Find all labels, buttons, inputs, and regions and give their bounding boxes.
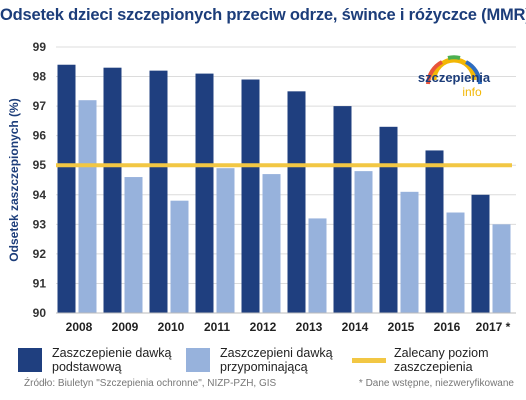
x-tick-label: 2009 [112,320,139,334]
logo-text-sub: info [462,85,482,99]
x-tick-label: 2014 [342,320,369,334]
x-tick-label: 2016 [434,320,461,334]
y-tick-label: 93 [33,217,47,231]
chart-title: Odsetek dzieci szczepionych przeciw odrz… [0,6,526,24]
bar-primary-2011 [195,73,214,313]
legend-item-recommended-level: Zalecany poziom zaszczepienia [352,346,489,374]
y-tick-label: 94 [33,188,47,202]
szczepienia-info-logo: szczepienia info [412,54,496,106]
legend-label-booster: Zaszczepieni dawką przypominającą [220,346,333,374]
y-tick-label: 90 [33,306,47,320]
y-tick-label: 96 [33,129,47,143]
legend-swatch-recommended [352,357,386,363]
bar-primary-2008 [57,64,76,313]
bar-primary-2014 [333,106,352,313]
bar-primary-2010 [149,70,168,314]
bar-chart: 90 91 92 93 94 95 96 97 98 99 2008 2009 2010 2011 2012… [7,40,516,334]
legend-item-primary-dose: Zaszczepienie dawką podstawową [18,346,172,374]
y-axis-label: Odsetek zaszczepionych (%) [7,98,21,261]
y-tick-label: 99 [33,40,47,54]
bar-booster-2009 [124,177,143,313]
bar-booster-2016 [446,212,465,313]
legend-swatch-booster [186,348,210,372]
bar-booster-2008 [78,100,97,313]
source-note: Źródło: Biuletyn "Szczepienia ochronne",… [24,378,277,389]
bar-primary-2009 [103,67,122,313]
bar-primary-2017 [471,194,490,313]
bar-booster-2010 [170,200,189,313]
y-tick-label: 92 [33,247,47,261]
x-tick-label: 2010 [158,320,185,334]
axes: 90 91 92 93 94 95 96 97 98 99 2008 2009 2010 2011 2012… [33,40,516,334]
bar-booster-2013 [308,218,327,313]
bar-booster-2015 [400,191,419,313]
legend-label-recommended: Zalecany poziom zaszczepienia [394,346,489,374]
x-tick-label: 2013 [296,320,323,334]
x-tick-label: 2015 [388,320,415,334]
x-tick-label: 2011 [204,320,230,334]
bar-primary-2016 [425,150,444,313]
bar-booster-2012 [262,174,281,313]
y-tick-label: 97 [33,99,47,113]
x-tick-label: 2017 * [476,320,511,334]
legend-item-booster-dose: Zaszczepieni dawką przypominającą [186,346,333,374]
y-tick-label: 95 [33,158,47,172]
x-tick-label: 2012 [250,320,277,334]
legend-swatch-primary [18,348,42,372]
bar-primary-2015 [379,126,398,313]
bar-primary-2013 [287,91,306,313]
bars [57,64,511,314]
y-tick-label: 91 [33,276,47,290]
logo-text-main: szczepienia [418,70,491,85]
legend-label-primary: Zaszczepienie dawką podstawową [52,346,172,374]
footnote: * Dane wstępne, niezweryfikowane [358,378,514,389]
bar-booster-2014 [354,171,373,313]
bar-booster-2011 [216,168,235,313]
y-tick-label: 98 [33,70,47,84]
bar-booster-2017 [492,224,511,313]
x-tick-label: 2008 [66,320,93,334]
bar-primary-2012 [241,79,260,313]
